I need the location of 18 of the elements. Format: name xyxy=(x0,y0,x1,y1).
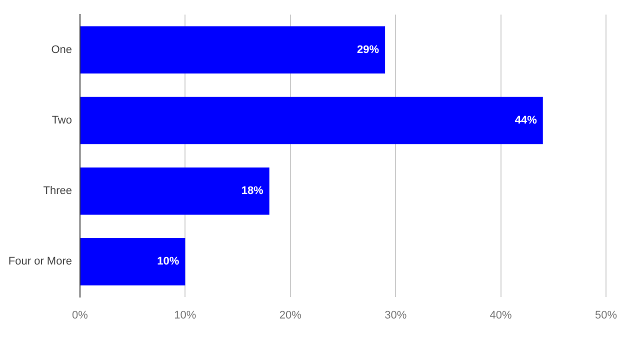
y-tick-label: Four or More xyxy=(8,256,72,268)
x-tick-label: 50% xyxy=(594,310,618,322)
x-tick-label: 40% xyxy=(490,310,512,322)
bar xyxy=(80,167,270,215)
bar xyxy=(80,26,386,74)
data-label: 18% xyxy=(241,185,264,198)
y-tick-label: One xyxy=(51,44,72,56)
data-label: 10% xyxy=(157,256,180,268)
bar xyxy=(80,238,186,286)
data-label: 29% xyxy=(357,44,380,56)
bar xyxy=(80,96,543,144)
x-tick-label: 0% xyxy=(72,310,88,322)
x-tick-label: 10% xyxy=(174,310,196,322)
x-tick-label: 20% xyxy=(279,310,302,322)
y-tick-label: Two xyxy=(52,114,72,127)
y-tick-label: Three xyxy=(43,185,72,198)
data-label: 44% xyxy=(514,114,538,127)
x-tick-label: 30% xyxy=(384,310,407,322)
